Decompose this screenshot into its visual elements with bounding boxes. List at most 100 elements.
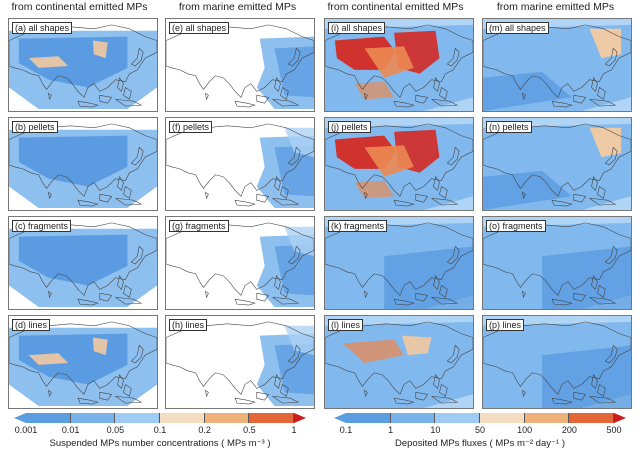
panel-label: (e) all shapes <box>169 22 230 34</box>
coastline <box>483 222 631 296</box>
map-canvas <box>483 19 631 111</box>
coastline <box>591 274 598 290</box>
map-panel: (o) fragments <box>482 216 632 310</box>
coastline <box>589 296 617 305</box>
coastline <box>591 76 598 92</box>
concentration-region <box>274 145 314 197</box>
coastline <box>433 175 440 191</box>
colorbar-tick-label: 0.1 <box>339 425 353 435</box>
colorbar-tick-label: 0.1 <box>153 425 167 435</box>
map-panel: (b) pellets <box>8 117 158 211</box>
colorbar-segment <box>346 413 391 423</box>
map-canvas <box>325 316 473 408</box>
colorbar-segment <box>480 413 525 423</box>
concentration-region <box>18 135 128 187</box>
coastline <box>433 274 440 290</box>
panel-label: (f) pellets <box>169 121 213 133</box>
coastline <box>589 197 617 206</box>
coastline <box>431 395 459 404</box>
coastline <box>234 100 256 108</box>
colorbar-min-arrow <box>334 413 346 423</box>
coastline <box>274 175 281 191</box>
coastline <box>446 146 460 166</box>
map-panel: (j) pellets <box>324 117 474 211</box>
colorbar-tick-label: 0.5 <box>243 425 256 435</box>
concentration-region <box>364 46 414 78</box>
coastline <box>364 191 368 200</box>
colorbar-tick-label: 0.01 <box>61 425 80 435</box>
header-col-4: from marine emitted MPs <box>496 1 615 13</box>
coastline <box>551 199 573 207</box>
colorbar-tick-label: 1 <box>291 425 297 435</box>
coastline <box>364 290 368 299</box>
panel-label: (h) lines <box>169 319 208 331</box>
coastline <box>287 245 301 265</box>
map-panel: (k) fragments <box>324 216 474 310</box>
coastline <box>415 94 429 104</box>
colorbar-tick-label: 50 <box>474 425 486 435</box>
coastline <box>9 24 157 98</box>
coastline <box>115 395 143 404</box>
coastline <box>446 245 460 265</box>
map-panel: (c) fragments <box>8 216 158 310</box>
coastline <box>431 197 459 206</box>
colorbar-tick-label: 1 <box>388 425 394 435</box>
coastline <box>393 298 415 306</box>
colorbar-tick-label: 500 <box>606 425 622 435</box>
panel-label: (b) pellets <box>12 121 58 133</box>
coastline <box>483 123 631 197</box>
coastline <box>597 87 606 100</box>
colorbar-max-arrow <box>294 413 306 423</box>
concentration-region <box>542 345 631 408</box>
coastline <box>325 321 473 395</box>
panel-label: (g) fragments <box>169 220 229 232</box>
coastline <box>433 373 440 389</box>
colorbar-tick-label: 200 <box>561 425 577 435</box>
panel-label: (o) fragments <box>486 220 546 232</box>
coastline <box>130 245 144 265</box>
concentration-region <box>18 234 128 286</box>
concentration-region <box>325 321 473 408</box>
map-canvas <box>325 217 473 309</box>
coastline <box>9 321 157 395</box>
coastline <box>589 395 617 404</box>
coastline <box>522 389 526 398</box>
coastline <box>393 397 415 405</box>
coastline <box>77 298 99 306</box>
colorbar-suspended-title: Suspended MPs number concentrations ( MP… <box>49 438 271 449</box>
coastline <box>325 222 473 296</box>
coastline <box>123 87 132 100</box>
panel-label: (l) lines <box>328 319 364 331</box>
concentration-region <box>401 335 432 356</box>
panel-label: (k) fragments <box>328 220 388 232</box>
map-panel: (a) all shapes <box>8 18 158 112</box>
coastline <box>274 274 281 290</box>
colorbar-segment <box>569 413 614 423</box>
coastline <box>439 186 448 199</box>
coastline <box>280 285 289 298</box>
concentration-region <box>542 246 631 309</box>
coastline <box>48 290 52 299</box>
concentration-region <box>589 28 622 59</box>
concentration-region <box>483 170 572 210</box>
coastline <box>99 94 113 104</box>
coastline <box>522 92 526 101</box>
coastline <box>287 47 301 67</box>
coastline <box>123 186 132 199</box>
map-panel: (p) lines <box>482 315 632 409</box>
colorbar-segment <box>70 413 116 423</box>
map-canvas <box>166 222 314 308</box>
coastline <box>415 193 429 203</box>
coastline <box>522 191 526 200</box>
coastline <box>446 47 460 67</box>
coastline <box>439 87 448 100</box>
concentration-region <box>274 46 314 98</box>
coastline <box>364 92 368 101</box>
map-canvas <box>9 222 157 308</box>
coastline <box>364 389 368 398</box>
map-panel: (d) lines <box>8 315 158 409</box>
coastline <box>325 24 473 98</box>
coastline <box>393 100 415 108</box>
colorbar-tick-label: 10 <box>430 425 441 435</box>
coastline <box>256 292 270 302</box>
